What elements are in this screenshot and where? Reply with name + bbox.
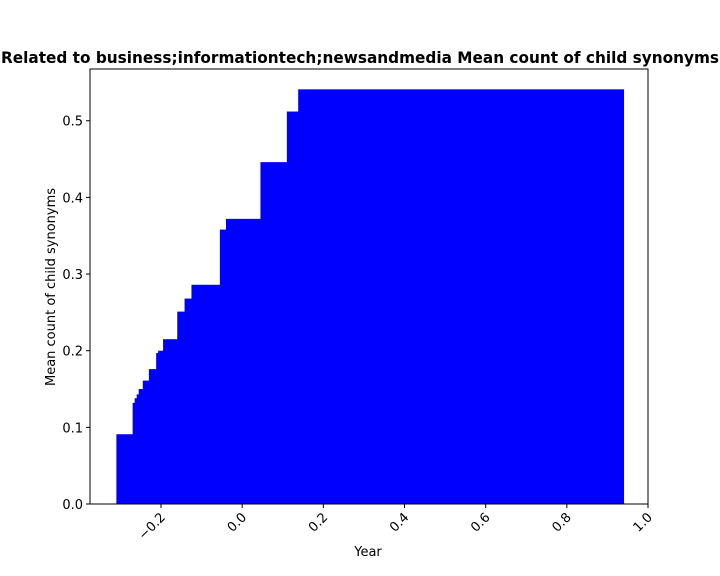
- x-axis-label: Year: [353, 545, 382, 560]
- step-bar: [191, 284, 221, 504]
- y-tick-label: 0.0: [62, 498, 83, 513]
- step-bar: [184, 298, 192, 504]
- step-bar: [142, 380, 150, 504]
- y-tick-label: 0.4: [62, 191, 83, 206]
- y-tick-label: 0.1: [62, 421, 83, 436]
- step-bar: [298, 89, 625, 504]
- step-bar: [260, 162, 288, 505]
- step-bar: [134, 398, 138, 504]
- y-axis: 0.0 0.1 0.2 0.3 0.4 0.5: [62, 115, 90, 513]
- chart-title: Related to business;informationtech;news…: [1, 48, 719, 67]
- step-bar: [163, 339, 178, 504]
- y-tick-label: 0.3: [62, 268, 83, 283]
- step-bar: [136, 394, 140, 504]
- step-bar: [177, 311, 185, 504]
- plot-frame: [89, 68, 649, 505]
- step-bar: [158, 350, 164, 504]
- step-bar: [219, 229, 227, 504]
- step-bar: [225, 218, 261, 505]
- step-bar: [132, 402, 136, 504]
- step-bar: [156, 352, 159, 504]
- step-bar: [116, 434, 134, 504]
- y-axis-label: Mean count of child synonyms: [44, 188, 59, 386]
- step-bar: [138, 389, 144, 504]
- y-tick-label: 0.5: [62, 115, 83, 130]
- step-bar: [286, 111, 299, 505]
- plot-area: [89, 68, 649, 505]
- y-tick-label: 0.2: [62, 345, 83, 360]
- step-area-series: [116, 89, 625, 505]
- step-bar: [148, 369, 157, 504]
